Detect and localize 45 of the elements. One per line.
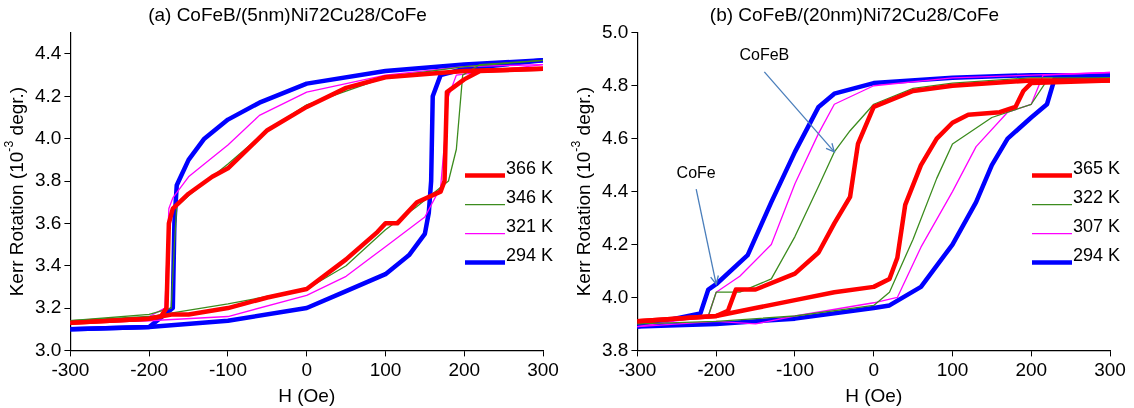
legend-label: 365 K (1073, 157, 1121, 178)
y-tick-label: 4.0 (34, 126, 62, 148)
x-tick-label: -200 (697, 359, 736, 381)
legend-label: 294 K (1073, 244, 1121, 265)
chart-title: (b) CoFeB/(20nm)Ni72Cu28/CoFe (709, 3, 1000, 25)
x-tick-label: 300 (527, 359, 559, 381)
x-tick-label: 300 (1094, 359, 1126, 381)
x-tick-label: -200 (130, 359, 169, 381)
legend-label: 294 K (506, 244, 554, 265)
annotation: CoFe (676, 163, 716, 181)
annotation: CoFeB (739, 46, 790, 64)
y-axis-title: Kerr Rotation (10-3 degr.) (568, 86, 595, 297)
y-tick-label: 3.4 (34, 253, 62, 275)
y-tick-label: 3.8 (34, 169, 62, 191)
x-tick-label: 200 (448, 359, 481, 381)
y-tick-label: 3.6 (34, 211, 62, 233)
y-tick-label: 4.2 (601, 232, 629, 254)
x-tick-label: -100 (208, 359, 247, 381)
x-axis-title: H (Oe) (845, 384, 903, 406)
chart-title: (a) CoFeB/(5nm)Ni72Cu28/CoFe (148, 3, 427, 25)
y-tick-label: 3.0 (34, 338, 62, 360)
legend-label: 366 K (506, 157, 554, 178)
y-tick-label: 4.2 (34, 84, 62, 106)
x-tick-label: 100 (936, 359, 969, 381)
x-tick-label: 200 (1015, 359, 1048, 381)
x-axis-title: H (Oe) (278, 384, 336, 406)
x-tick-label: -300 (51, 359, 90, 381)
y-tick-label: 3.8 (601, 338, 629, 360)
x-tick-label: -300 (618, 359, 657, 381)
y-tick-label: 4.4 (34, 42, 62, 64)
legend-label: 322 K (1073, 186, 1121, 207)
legend-label: 346 K (506, 186, 554, 207)
y-tick-label: 4.8 (601, 73, 629, 95)
y-tick-label: 5.0 (601, 21, 629, 43)
x-tick-label: 0 (868, 359, 879, 381)
y-tick-label: 4.4 (601, 179, 629, 201)
legend-label: 321 K (506, 215, 554, 236)
legend-label: 307 K (1073, 215, 1121, 236)
x-tick-label: 0 (301, 359, 312, 381)
x-tick-label: -100 (775, 359, 814, 381)
y-tick-label: 4.0 (601, 285, 629, 307)
x-tick-label: 100 (369, 359, 402, 381)
y-tick-label: 3.2 (34, 296, 62, 318)
y-axis-title: Kerr Rotation (10-3 degr.) (1, 86, 28, 297)
y-tick-label: 4.6 (601, 126, 629, 148)
